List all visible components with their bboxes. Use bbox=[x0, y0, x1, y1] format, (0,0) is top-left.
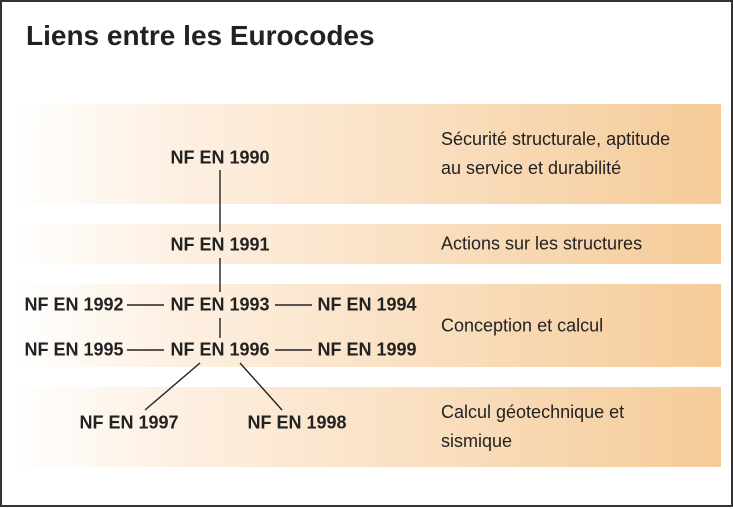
diagram-frame: Liens entre les Eurocodes Sécurité struc… bbox=[0, 0, 733, 507]
node-n1997: NF EN 1997 bbox=[79, 413, 178, 434]
node-n1994: NF EN 1994 bbox=[317, 295, 416, 316]
diagram-title: Liens entre les Eurocodes bbox=[26, 20, 375, 52]
band-label-0: Sécurité structurale, aptitude au servic… bbox=[441, 125, 691, 183]
node-n1998: NF EN 1998 bbox=[247, 413, 346, 434]
band-label-3: Calcul géotechnique et sismique bbox=[441, 398, 691, 456]
node-n1995: NF EN 1995 bbox=[24, 340, 123, 361]
node-n1991: NF EN 1991 bbox=[170, 235, 269, 256]
node-n1999: NF EN 1999 bbox=[317, 340, 416, 361]
node-n1993: NF EN 1993 bbox=[170, 295, 269, 316]
band-label-2: Conception et calcul bbox=[441, 311, 691, 340]
node-n1996: NF EN 1996 bbox=[170, 340, 269, 361]
band-label-1: Actions sur les structures bbox=[441, 230, 691, 259]
node-n1990: NF EN 1990 bbox=[170, 148, 269, 169]
band-1: Actions sur les structures bbox=[12, 224, 721, 264]
node-n1992: NF EN 1992 bbox=[24, 295, 123, 316]
band-0: Sécurité structurale, aptitude au servic… bbox=[12, 104, 721, 204]
